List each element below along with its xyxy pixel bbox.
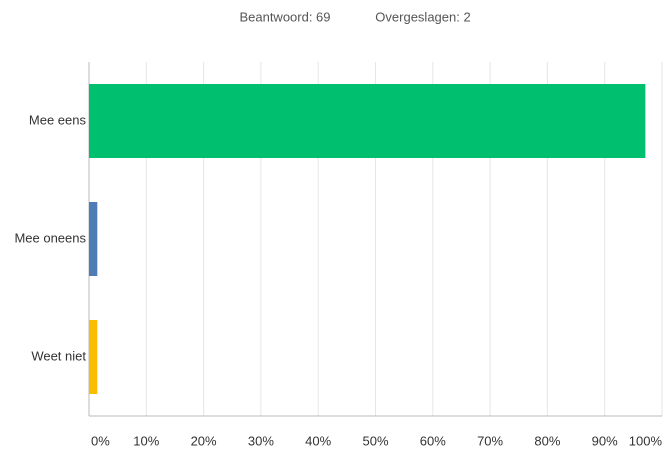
x-tick-label: 20% xyxy=(191,433,217,448)
y-tick-label: Mee oneens xyxy=(14,230,86,245)
x-tick-label: 100% xyxy=(629,433,663,448)
x-tick-label: 40% xyxy=(305,433,331,448)
y-tick-label: Mee eens xyxy=(29,112,87,127)
x-tick-label: 10% xyxy=(133,433,159,448)
answered-count: Beantwoord: 69 xyxy=(239,9,330,24)
bar xyxy=(89,202,98,276)
x-tick-label: 30% xyxy=(248,433,274,448)
x-tick-label: 60% xyxy=(420,433,446,448)
x-tick-label: 80% xyxy=(534,433,560,448)
x-tick-label: 50% xyxy=(362,433,388,448)
y-tick-label: Weet niet xyxy=(31,348,86,363)
bar xyxy=(89,320,98,394)
skipped-count: Overgeslagen: 2 xyxy=(375,9,470,24)
x-tick-label: 90% xyxy=(592,433,618,448)
x-tick-label: 0% xyxy=(91,433,110,448)
bar xyxy=(89,84,646,158)
x-tick-label: 70% xyxy=(477,433,503,448)
